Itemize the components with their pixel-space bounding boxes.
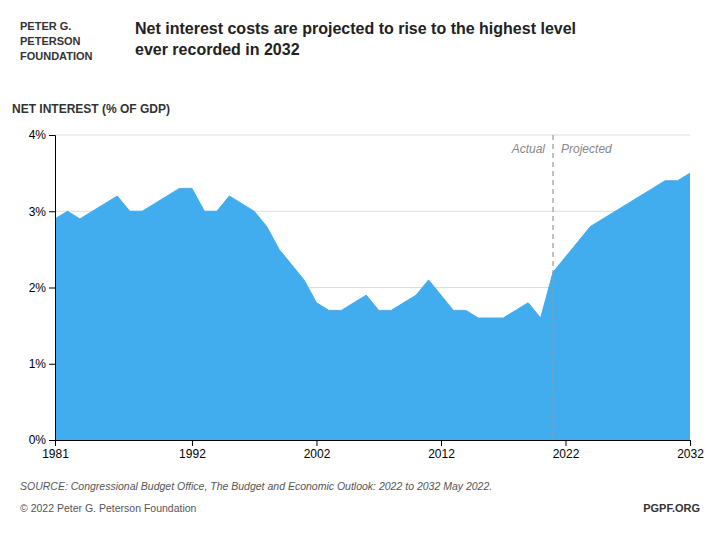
- y-tick: 4%: [29, 128, 55, 142]
- x-tick-label: 1981: [42, 447, 69, 461]
- y-axis: 0% 1% 2% 3% 4%: [29, 128, 56, 447]
- y-axis-line: [49, 136, 56, 441]
- y-tick-mark: [49, 135, 55, 136]
- y-tick-label: 0%: [29, 433, 47, 447]
- logo-text: PETER G.: [20, 20, 71, 32]
- grid-line: [55, 135, 690, 136]
- copyright: © 2022 Peter G. Peterson Foundation: [20, 502, 197, 514]
- annotations: Actual Projected: [511, 142, 612, 156]
- x-tick-mark: [565, 440, 566, 446]
- annotation: Actual: [511, 142, 546, 156]
- chart: PETER G. PETERSON FOUNDATION Net interest c…: [0, 0, 720, 540]
- title-line: Net interest costs are projected to rise…: [135, 20, 576, 37]
- reference-line: [552, 135, 553, 440]
- y-tick-mark: [49, 440, 55, 441]
- x-tick: 1992: [179, 440, 206, 461]
- y-tick-mark: [49, 364, 55, 365]
- x-tick: 1981: [42, 440, 69, 461]
- y-tick-label: 4%: [29, 128, 47, 142]
- y-tick-mark: [49, 288, 55, 289]
- annotation: Projected: [561, 142, 612, 156]
- logo-text: PETERSON: [20, 35, 81, 47]
- y-tick-mark: [49, 211, 55, 212]
- y-tick: 2%: [29, 281, 55, 295]
- y-tick-label: 2%: [29, 281, 47, 295]
- x-tick-mark: [316, 440, 317, 446]
- x-tick: 2032: [677, 440, 704, 461]
- y-axis-title: NET INTEREST (% OF GDP): [12, 102, 170, 116]
- x-tick-label: 2012: [428, 447, 455, 461]
- grid: [55, 135, 690, 440]
- logo: PETER G. PETERSON FOUNDATION: [20, 20, 93, 62]
- x-tick-label: 2002: [304, 447, 331, 461]
- x-tick: 2002: [304, 440, 331, 461]
- x-tick-mark: [192, 440, 193, 446]
- y-tick-label: 3%: [29, 205, 47, 219]
- x-tick-label: 1992: [179, 447, 206, 461]
- title: Net interest costs are projected to rise…: [135, 20, 576, 58]
- title-line: ever recorded in 2032: [135, 41, 300, 58]
- area: [55, 173, 690, 440]
- plot: Actual Projected 1981 1992 2002 2012 2022 2032 0…: [29, 128, 705, 460]
- marks: [55, 135, 690, 440]
- x-tick-mark: [690, 440, 691, 446]
- x-tick: 2022: [553, 440, 580, 461]
- x-tick-label: 2022: [553, 447, 580, 461]
- line: [55, 173, 690, 318]
- logo-text: FOUNDATION: [20, 50, 93, 62]
- y-tick: 3%: [29, 205, 55, 219]
- y-tick-label: 1%: [29, 357, 47, 371]
- x-tick-label: 2032: [677, 447, 704, 461]
- x-tick: 2012: [428, 440, 455, 461]
- x-axis: 1981 1992 2002 2012 2022 2032: [42, 440, 704, 461]
- source: SOURCE: Congressional Budget Office, The…: [20, 480, 492, 492]
- y-tick: 0%: [29, 433, 55, 447]
- x-tick-mark: [441, 440, 442, 446]
- y-tick: 1%: [29, 357, 55, 371]
- credit: PGPF.ORG: [643, 502, 700, 514]
- x-axis-line: [56, 441, 691, 447]
